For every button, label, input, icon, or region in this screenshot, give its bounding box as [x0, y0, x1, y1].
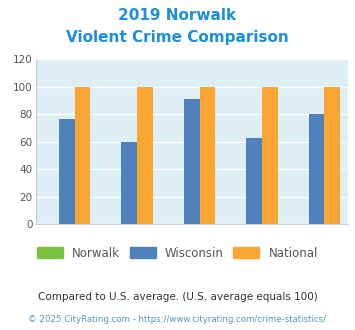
Bar	[324, 87, 340, 224]
Bar	[75, 87, 90, 224]
Bar	[200, 87, 215, 224]
Text: © 2025 CityRating.com - https://www.cityrating.com/crime-statistics/: © 2025 CityRating.com - https://www.city…	[28, 315, 327, 324]
Legend: Norwalk, Wisconsin, National: Norwalk, Wisconsin, National	[37, 247, 318, 260]
Bar	[246, 138, 262, 224]
Bar	[59, 118, 75, 224]
Text: 2019 Norwalk: 2019 Norwalk	[119, 8, 236, 23]
Bar	[137, 87, 153, 224]
Bar	[309, 115, 324, 224]
Bar	[262, 87, 278, 224]
Bar	[184, 99, 200, 224]
Text: Violent Crime Comparison: Violent Crime Comparison	[66, 30, 289, 45]
Text: Compared to U.S. average. (U.S. average equals 100): Compared to U.S. average. (U.S. average …	[38, 292, 317, 302]
Bar	[121, 142, 137, 224]
